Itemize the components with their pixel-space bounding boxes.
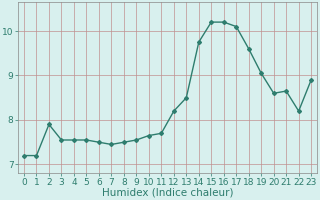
X-axis label: Humidex (Indice chaleur): Humidex (Indice chaleur) [102, 188, 233, 198]
